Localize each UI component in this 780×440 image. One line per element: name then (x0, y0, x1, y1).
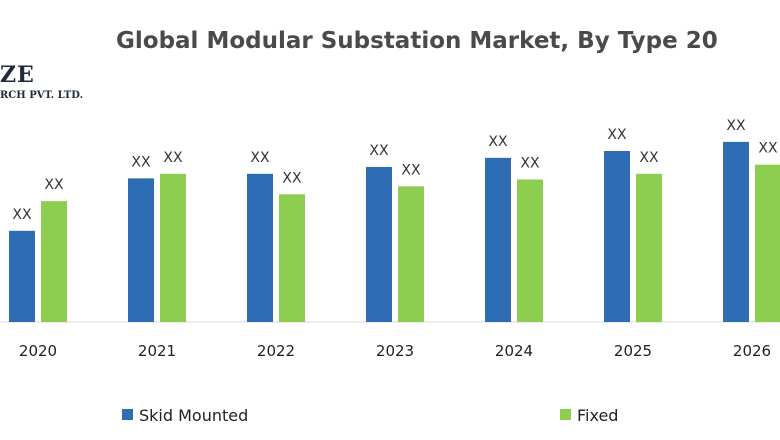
data-label-fixed-2023: XX (401, 162, 421, 178)
x-tick-label-2025: 2025 (614, 342, 652, 360)
bar-skid-mounted-2020 (9, 230, 35, 322)
data-label-skid-mounted-2024: XX (488, 134, 508, 150)
x-tick-label-2023: 2023 (376, 342, 414, 360)
bar-skid-mounted-2024 (485, 157, 511, 322)
data-label-skid-mounted-2020: XX (12, 207, 32, 223)
bar-fixed-2026 (755, 164, 780, 322)
bar-fixed-2024 (517, 179, 543, 322)
chart-title: Global Modular Substation Market, By Typ… (116, 28, 718, 54)
data-label-skid-mounted-2022: XX (250, 150, 270, 166)
bar-skid-mounted-2026 (723, 141, 749, 322)
data-label-fixed-2020: XX (44, 177, 64, 193)
data-label-fixed-2021: XX (163, 150, 183, 166)
data-label-fixed-2026: XX (758, 141, 778, 157)
x-tick-label-2020: 2020 (19, 342, 57, 360)
x-tick-label-2024: 2024 (495, 342, 533, 360)
data-label-skid-mounted-2021: XX (131, 154, 151, 170)
data-label-skid-mounted-2025: XX (607, 127, 627, 143)
legend-swatch-skid-mounted (122, 409, 133, 420)
data-label-skid-mounted-2026: XX (726, 118, 746, 134)
logo-sub-text: RCH PVT. LTD. (0, 90, 84, 101)
bar-skid-mounted-2021 (128, 178, 154, 322)
data-label-skid-mounted-2023: XX (369, 143, 389, 159)
bar-fixed-2025 (636, 173, 662, 322)
bar-fixed-2022 (279, 194, 305, 322)
bar-skid-mounted-2023 (366, 166, 392, 322)
data-label-fixed-2024: XX (520, 156, 540, 172)
bar-skid-mounted-2022 (247, 173, 273, 322)
legend-swatch-fixed (560, 409, 571, 420)
x-tick-label-2026: 2026 (733, 342, 771, 360)
data-label-fixed-2025: XX (639, 150, 659, 166)
data-label-fixed-2022: XX (282, 170, 302, 186)
bar-fixed-2023 (398, 186, 424, 322)
x-tick-label-2022: 2022 (257, 342, 295, 360)
legend-label-skid-mounted: Skid Mounted (139, 406, 248, 425)
logo-main-text: ZE (0, 62, 35, 88)
x-tick-label-2021: 2021 (138, 342, 176, 360)
bar-skid-mounted-2025 (604, 151, 630, 322)
bar-fixed-2021 (160, 173, 186, 322)
legend-label-fixed: Fixed (577, 406, 618, 425)
bar-fixed-2020 (41, 201, 67, 322)
